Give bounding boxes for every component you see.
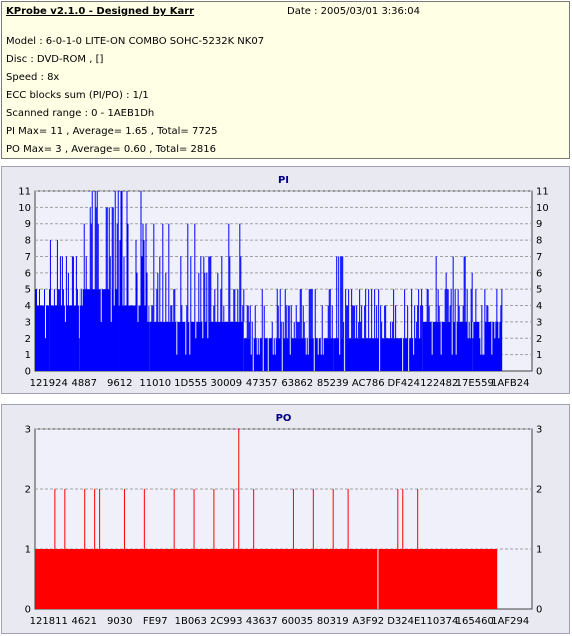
speed-line: Speed : 8x xyxy=(6,72,60,83)
y-tick-label-right: 1 xyxy=(536,545,542,556)
pi-base-block xyxy=(333,338,344,371)
chart-title: PO xyxy=(276,413,292,424)
po-chart: PO 0 0 1 1 2 2 3 3 121811 4621 9030 FE97 1B063 2C993 43… xyxy=(25,413,543,627)
y-tick-label-right: 5 xyxy=(536,285,542,296)
x-tick-label: 30009 xyxy=(210,378,242,389)
x-tick-label: 1AFB24 xyxy=(491,378,530,389)
x-tick-label: FE97 xyxy=(143,616,168,627)
chart-title: PI xyxy=(278,175,289,186)
pi-stats-line: PI Max= 11 , Average= 1.65 , Total= 7725 xyxy=(6,126,218,137)
y-tick-label-left: 0 xyxy=(25,367,31,378)
po-base-block xyxy=(35,549,498,609)
pi-base-block xyxy=(422,321,473,371)
x-tick-label: 110374 xyxy=(420,616,458,627)
pi-base-block xyxy=(35,305,50,371)
y-tick-label-right: 7 xyxy=(536,252,542,263)
x-tick-label: 122482 xyxy=(420,378,458,389)
po-stats-line: PO Max= 3 , Average= 0.60 , Total= 2816 xyxy=(6,144,216,155)
x-tick-label: 1D555 xyxy=(174,378,207,389)
x-tick-label: 121811 xyxy=(30,616,68,627)
x-tick-label: 1AF294 xyxy=(491,616,529,627)
x-tick-label: 9612 xyxy=(107,378,132,389)
x-tick-label: 4887 xyxy=(72,378,97,389)
y-tick-label-right: 10 xyxy=(536,203,549,214)
y-tick-label-left: 8 xyxy=(25,236,31,247)
y-tick-label-right: 2 xyxy=(536,485,542,496)
y-tick-label-right: 11 xyxy=(536,187,549,198)
pi-chart-panel: PI 0 0 1 1 2 2 3 3 4 4 5 5 6 6 7 7 8 8 9 9 10 10 11 11 121924 4887… xyxy=(1,166,570,394)
x-tick-label: AC786 xyxy=(352,378,385,389)
x-tick-label: 1B063 xyxy=(175,616,207,627)
x-tick-label: 17E559 xyxy=(456,378,494,389)
y-tick-label-right: 4 xyxy=(536,301,542,312)
x-tick-label: 9030 xyxy=(107,616,132,627)
y-tick-label-left: 11 xyxy=(18,187,31,198)
x-tick-label: 60035 xyxy=(281,616,313,627)
y-tick-label-left: 5 xyxy=(25,285,31,296)
x-tick-label: 80319 xyxy=(317,616,349,627)
y-tick-label-right: 3 xyxy=(536,317,542,328)
y-tick-label-left: 9 xyxy=(25,219,31,230)
x-tick-label: 4621 xyxy=(72,616,97,627)
model-line: Model : 6-0-1-0 LITE-ON COMBO SOHC-5232K… xyxy=(6,36,265,47)
x-tick-label: DF424 xyxy=(387,378,420,389)
x-tick-label: 47357 xyxy=(246,378,278,389)
y-tick-label-left: 10 xyxy=(18,203,31,214)
x-tick-label: 85239 xyxy=(317,378,349,389)
y-tick-label-right: 0 xyxy=(536,367,542,378)
x-tick-label: 2C993 xyxy=(210,616,242,627)
y-tick-label-left: 6 xyxy=(25,268,31,279)
pi-base-block xyxy=(149,321,244,371)
x-tick-label: 11010 xyxy=(139,378,171,389)
y-tick-label-left: 1 xyxy=(25,350,31,361)
pi-base-block xyxy=(79,289,120,371)
y-tick-label-right: 2 xyxy=(536,334,542,345)
x-tick-label: A3F92 xyxy=(352,616,384,627)
x-tick-label: 165460 xyxy=(456,616,494,627)
y-tick-label-right: 6 xyxy=(536,268,542,279)
y-tick-label-right: 8 xyxy=(536,236,542,247)
pi-base-block xyxy=(119,305,150,371)
po-chart-panel: PO 0 0 1 1 2 2 3 3 121811 4621 9030 FE97 1B063 2C993 43… xyxy=(1,404,570,634)
pi-base-block xyxy=(49,305,80,371)
disc-line: Disc : DVD-ROM , [] xyxy=(6,54,104,65)
pi-base-block xyxy=(472,321,503,371)
app-title: KProbe v2.1.0 - Designed by Karr xyxy=(6,6,195,17)
info-panel: KProbe v2.1.0 - Designed by Karr Date : … xyxy=(1,1,570,159)
y-tick-label-right: 3 xyxy=(536,425,542,436)
y-tick-label-right: 0 xyxy=(536,605,542,616)
y-tick-label-left: 2 xyxy=(25,485,31,496)
ecc-line: ECC blocks sum (PI/PO) : 1/1 xyxy=(6,90,149,101)
x-tick-label: 63862 xyxy=(281,378,313,389)
y-tick-label-right: 1 xyxy=(536,350,542,361)
x-tick-label: D324E xyxy=(387,616,420,627)
range-line: Scanned range : 0 - 1AEB1Dh xyxy=(6,108,155,119)
scan-date: Date : 2005/03/01 3:36:04 xyxy=(287,6,420,17)
y-tick-label-left: 2 xyxy=(25,334,31,345)
x-tick-label: 43637 xyxy=(246,616,278,627)
y-tick-label-right: 9 xyxy=(536,219,542,230)
y-tick-label-left: 0 xyxy=(25,605,31,616)
y-tick-label-left: 3 xyxy=(25,425,31,436)
y-tick-label-left: 7 xyxy=(25,252,31,263)
x-tick-label: 121924 xyxy=(30,378,68,389)
pi-base-block xyxy=(343,338,423,371)
y-tick-label-left: 4 xyxy=(25,301,31,312)
y-tick-label-left: 3 xyxy=(25,317,31,328)
y-tick-label-left: 1 xyxy=(25,545,31,556)
